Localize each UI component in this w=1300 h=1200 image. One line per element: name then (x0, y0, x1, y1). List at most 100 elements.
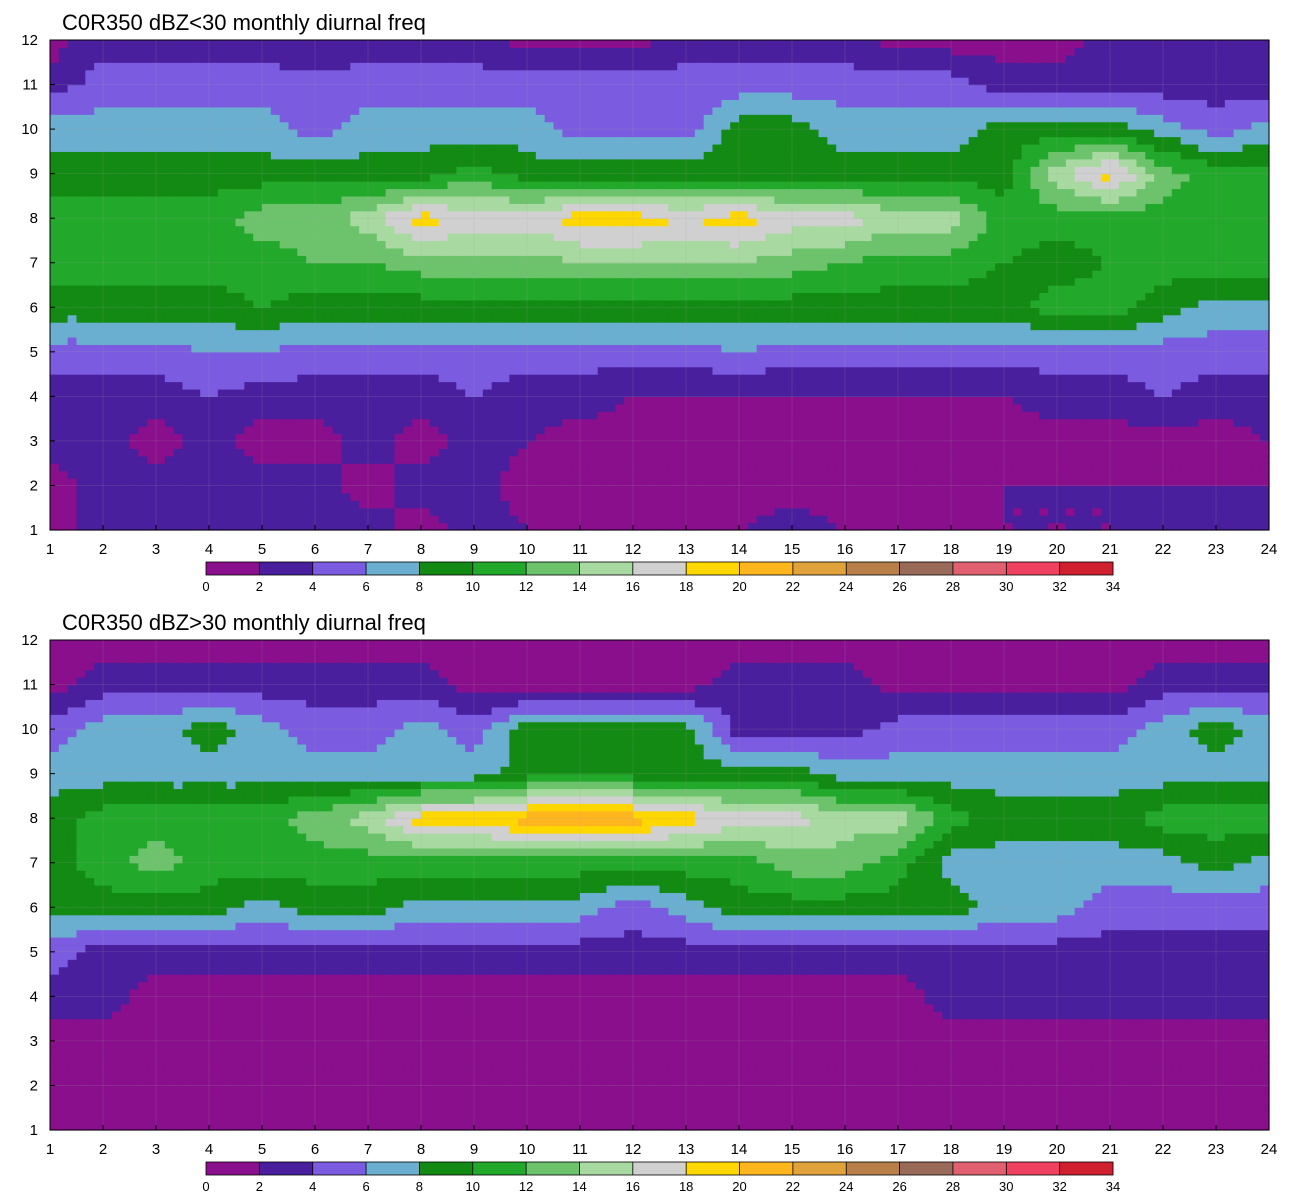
contour-cell (385, 500, 396, 509)
contour-cell (544, 262, 555, 271)
contour-cell (553, 388, 563, 397)
contour-cell (562, 381, 572, 390)
contour-cell (279, 381, 290, 390)
contour-cell (836, 366, 846, 375)
contour-cell (173, 285, 184, 294)
contour-cell (173, 455, 184, 464)
contour-cell (968, 374, 979, 383)
contour-cell (1127, 470, 1138, 479)
contour-cell (447, 411, 457, 420)
contour-cell (889, 366, 899, 375)
contour-cell (1233, 455, 1244, 464)
contour-cell (456, 411, 466, 420)
contour-cell (262, 314, 272, 323)
contour-cell (120, 470, 131, 479)
contour-cell (527, 277, 537, 286)
contour-cell (827, 418, 837, 427)
contour-cell (67, 277, 78, 286)
contour-cell (76, 366, 86, 375)
contour-cell (173, 396, 184, 405)
contour-cell (1136, 411, 1146, 420)
contour-cell (191, 403, 201, 412)
contour-cell (474, 507, 484, 516)
contour-cell (1189, 411, 1199, 420)
contour-cell (58, 470, 69, 479)
contour-cell (500, 403, 510, 412)
contour-cell (50, 433, 60, 442)
contour-cell (633, 500, 643, 509)
contour-cell (429, 285, 440, 294)
contour-cell (800, 299, 811, 308)
contour-cell (359, 270, 369, 279)
contour-cell (1189, 262, 1199, 271)
contour-cell (164, 285, 175, 294)
contour-cell (1154, 455, 1164, 464)
contour-cell (571, 507, 581, 516)
contour-cell (624, 418, 634, 427)
contour-cell (323, 388, 334, 397)
contour-cell (235, 455, 245, 464)
contour-cell (465, 515, 475, 524)
contour-cell (182, 381, 192, 390)
contour-cell (756, 299, 767, 308)
contour-cell (200, 351, 210, 360)
contour-cell (323, 314, 334, 323)
contour-cell (1065, 388, 1076, 397)
contour-cell (191, 507, 201, 516)
contour-cell (1074, 440, 1085, 449)
contour-cell (641, 470, 652, 479)
contour-cell (1092, 507, 1102, 516)
contour-cell (1189, 507, 1199, 516)
contour-cell (677, 500, 687, 509)
contour-cell (739, 478, 749, 487)
contour-cell (1092, 500, 1102, 509)
contour-cell (244, 411, 254, 420)
contour-cell (226, 285, 237, 294)
contour-cell (959, 507, 970, 516)
contour-cell (1048, 470, 1058, 479)
contour-cell (332, 463, 343, 472)
contour-cell (1004, 322, 1014, 331)
contour-cell (1030, 270, 1040, 279)
contour-cell (1012, 285, 1023, 294)
contour-cell (456, 336, 466, 345)
contour-cell (853, 411, 864, 420)
contour-cell (959, 314, 970, 323)
contour-cell (76, 307, 86, 316)
contour-cell (156, 366, 166, 375)
contour-cell (429, 262, 440, 271)
contour-cell (182, 344, 192, 353)
contour-cell (270, 440, 281, 449)
contour-cell (191, 336, 201, 345)
contour-cell (350, 403, 360, 412)
contour-cell (279, 500, 290, 509)
contour-cell (765, 485, 775, 494)
contour-cell (1039, 322, 1049, 331)
contour-cell (50, 292, 60, 301)
contour-cell (544, 307, 555, 316)
contour-cell (173, 440, 184, 449)
contour-cell (491, 299, 502, 308)
contour-cell (217, 522, 228, 531)
contour-cell (641, 396, 652, 405)
contour-cell (323, 463, 334, 472)
contour-cell (818, 478, 828, 487)
contour-cell (1136, 388, 1146, 397)
contour-cell (606, 507, 616, 516)
contour-cell (933, 359, 943, 368)
contour-cell (800, 522, 811, 531)
contour-cell (845, 374, 855, 383)
contour-cell (694, 262, 705, 271)
contour-cell (942, 374, 952, 383)
contour-cell (880, 426, 890, 435)
contour-cell (862, 522, 873, 531)
contour-cell (182, 522, 192, 531)
contour-cell (1260, 351, 1270, 360)
contour-cell (1012, 307, 1023, 316)
contour-cell (951, 463, 961, 472)
contour-cell (650, 285, 661, 294)
contour-cell (641, 522, 652, 531)
contour-cell (677, 322, 687, 331)
contour-cell (421, 418, 431, 427)
contour-cell (138, 522, 148, 531)
